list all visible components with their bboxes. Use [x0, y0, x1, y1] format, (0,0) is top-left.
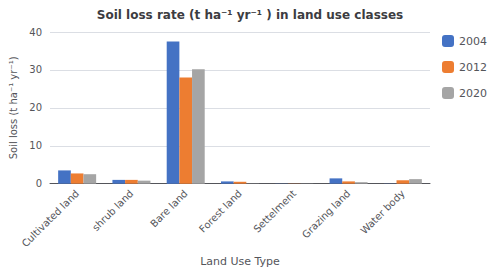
svg-text:2004: 2004	[459, 35, 487, 48]
svg-text:Bare land: Bare land	[148, 188, 190, 230]
svg-text:Water body: Water body	[358, 188, 406, 236]
svg-text:30: 30	[29, 64, 42, 75]
svg-text:40: 40	[29, 27, 42, 38]
svg-text:Soil loss rate (t ha⁻¹ yr⁻¹ ): Soil loss rate (t ha⁻¹ yr⁻¹ ) in land us…	[97, 8, 403, 22]
svg-text:0: 0	[36, 178, 42, 189]
svg-text:Grazing land: Grazing land	[300, 188, 353, 241]
svg-text:shrub land: shrub land	[90, 188, 135, 233]
svg-text:Cultivated land: Cultivated land	[20, 188, 81, 249]
svg-text:2012: 2012	[459, 61, 487, 74]
svg-text:Land Use Type: Land Use Type	[200, 255, 280, 268]
svg-text:Forest land: Forest land	[197, 188, 244, 235]
svg-text:10: 10	[29, 140, 42, 151]
svg-text:20: 20	[29, 102, 42, 113]
svg-text:Soil loss (t ha⁻¹ yr⁻¹): Soil loss (t ha⁻¹ yr⁻¹)	[8, 56, 19, 159]
svg-text:Settelment: Settelment	[251, 188, 298, 235]
svg-text:2020: 2020	[459, 87, 487, 100]
